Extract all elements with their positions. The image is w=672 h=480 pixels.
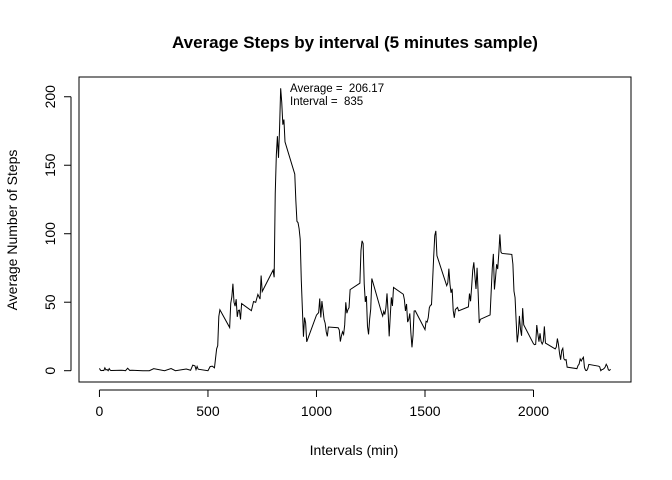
data-line [99, 88, 611, 372]
y-tick-label: 100 [42, 222, 58, 246]
plot-box [78, 76, 632, 383]
x-tick-label: 1500 [409, 403, 440, 419]
chart-title: Average Steps by interval (5 minutes sam… [172, 33, 538, 52]
annotation: Interval = 835 [290, 96, 363, 108]
y-tick-label: 150 [42, 153, 58, 177]
y-axis-label: Average Number of Steps [4, 150, 20, 311]
y-tick-label: 200 [42, 85, 58, 109]
x-tick-label: 0 [96, 403, 104, 419]
x-axis-label: Intervals (min) [310, 442, 399, 458]
y-tick-label: 50 [42, 294, 58, 310]
x-tick-label: 1000 [301, 403, 332, 419]
annotation: Average = 206.17 [290, 83, 384, 95]
y-tick-label: 0 [42, 367, 58, 375]
x-tick-label: 2000 [518, 403, 549, 419]
x-tick-label: 500 [196, 403, 220, 419]
